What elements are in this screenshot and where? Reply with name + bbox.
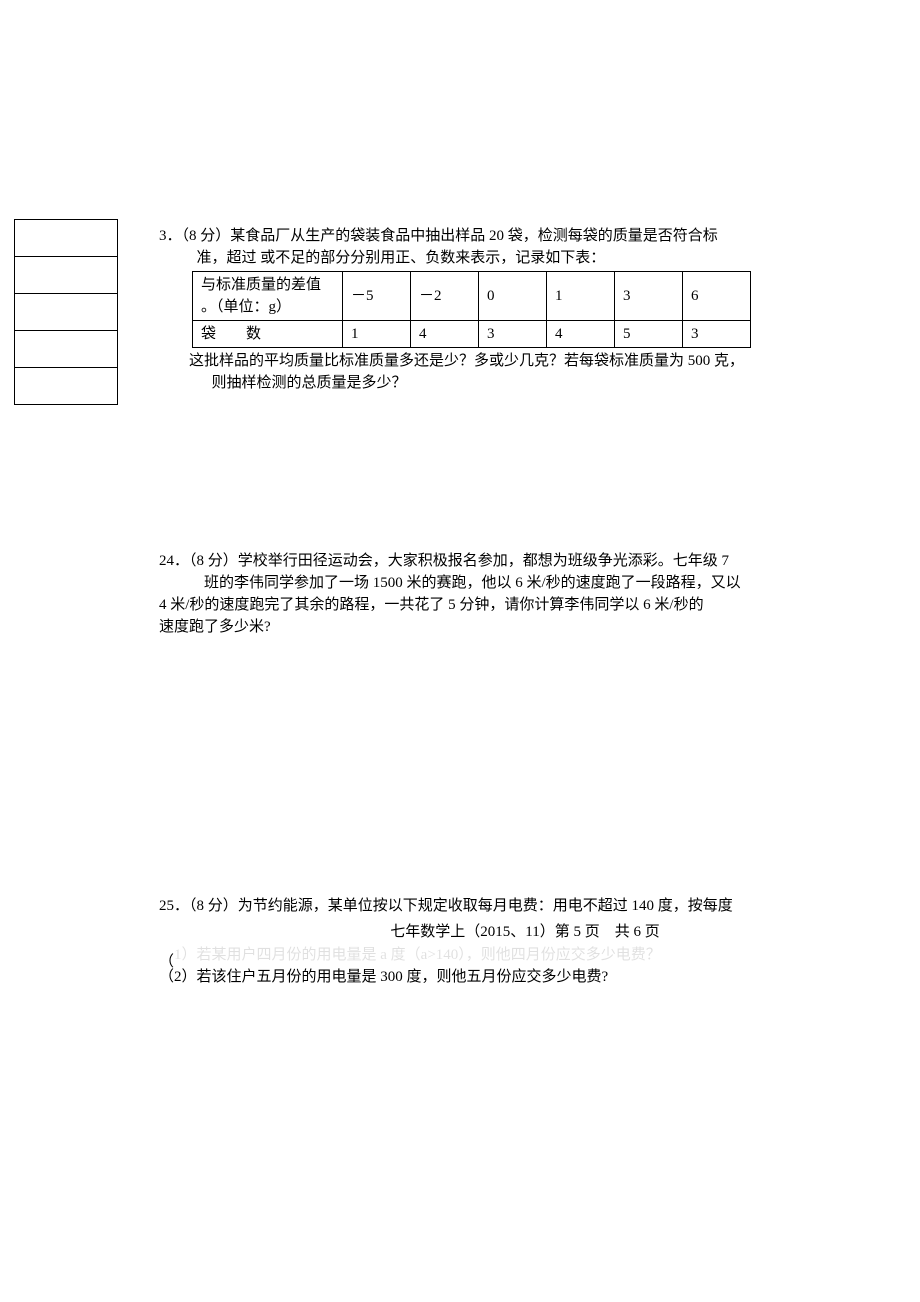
col-val: －2: [411, 272, 479, 321]
q3-line1: 某食品厂从生产的袋装食品中抽出样品 20 袋，检测每袋的质量是否符合标: [230, 228, 718, 244]
row2-label: 袋 数: [193, 321, 343, 348]
q24-number: 24．: [159, 553, 189, 569]
count-val: 4: [411, 321, 479, 348]
col-val: －5: [343, 272, 411, 321]
col-val: 0: [479, 272, 547, 321]
count-val: 4: [547, 321, 615, 348]
table-header-row: 与标准质量的差值 。（单位：g） －5 －2 0 1 3 6: [193, 272, 751, 321]
count-val: 1: [343, 321, 411, 348]
q3-points: （8 分）: [182, 228, 231, 244]
q3-data-table: 与标准质量的差值 。（单位：g） －5 －2 0 1 3 6 袋 数 1 4 3…: [192, 271, 751, 348]
q25-sub1-faded: 1）若某用户四月份的用电量是 a 度（a>140），则他四月份应交多少电费？: [174, 944, 774, 966]
q3-line2: 准，超过 或不足的部分分别用正、负数来表示，记录如下表：: [159, 247, 899, 269]
count-val: 5: [615, 321, 683, 348]
margin-grid-table: [14, 219, 118, 405]
row1-label: 与标准质量的差值 。（单位：g）: [193, 272, 343, 321]
count-val: 3: [683, 321, 751, 348]
q3-line3: 这批样品的平均质量比标准质量多还是少？多或少几克？若每袋标准质量为 500 克，: [159, 350, 899, 372]
q25-sub2: （2）若该住户五月份的用电量是 300 度，则他五月份应交多少电费?: [159, 966, 899, 988]
q25-line1: 为节约能源，某单位按以下规定收取每月电费：用电不超过 140 度，按每度: [238, 898, 733, 914]
question-25: 25．（8 分）为节约能源，某单位按以下规定收取每月电费：用电不超过 140 度…: [159, 895, 899, 917]
col-val: 1: [547, 272, 615, 321]
q25-number: 25．: [159, 898, 189, 914]
count-val: 3: [479, 321, 547, 348]
q3-line4: 则抽样检测的总质量是多少？: [159, 372, 899, 394]
q24-points: （8 分）: [189, 553, 238, 569]
q24-line1: 学校举行田径运动会，大家积极报名参加，都想为班级争光添彩。七年级 7: [238, 553, 729, 569]
question-24: 24．（8 分）学校举行田径运动会，大家积极报名参加，都想为班级争光添彩。七年级…: [159, 550, 899, 638]
table-data-row: 袋 数 1 4 3 4 5 3: [193, 321, 751, 348]
q24-line3: 4 米/秒的速度跑完了其余的路程，一共花了 5 分钟，请你计算李伟同学以 6 米…: [159, 594, 899, 616]
q3-number: 3．: [159, 228, 182, 244]
q25-points: （8 分）: [189, 898, 238, 914]
page-footer: 七年数学上（2015、11）第 5 页 共 6 页: [165, 920, 885, 941]
q24-line4: 速度跑了多少米?: [159, 616, 899, 638]
col-val: 6: [683, 272, 751, 321]
q24-line2: 班的李伟同学参加了一场 1500 米的赛跑，他以 6 米/秒的速度跑了一段路程，…: [159, 572, 899, 594]
question-3: 3．（8 分）某食品厂从生产的袋装食品中抽出样品 20 袋，检测每袋的质量是否符…: [159, 225, 899, 394]
col-val: 3: [615, 272, 683, 321]
